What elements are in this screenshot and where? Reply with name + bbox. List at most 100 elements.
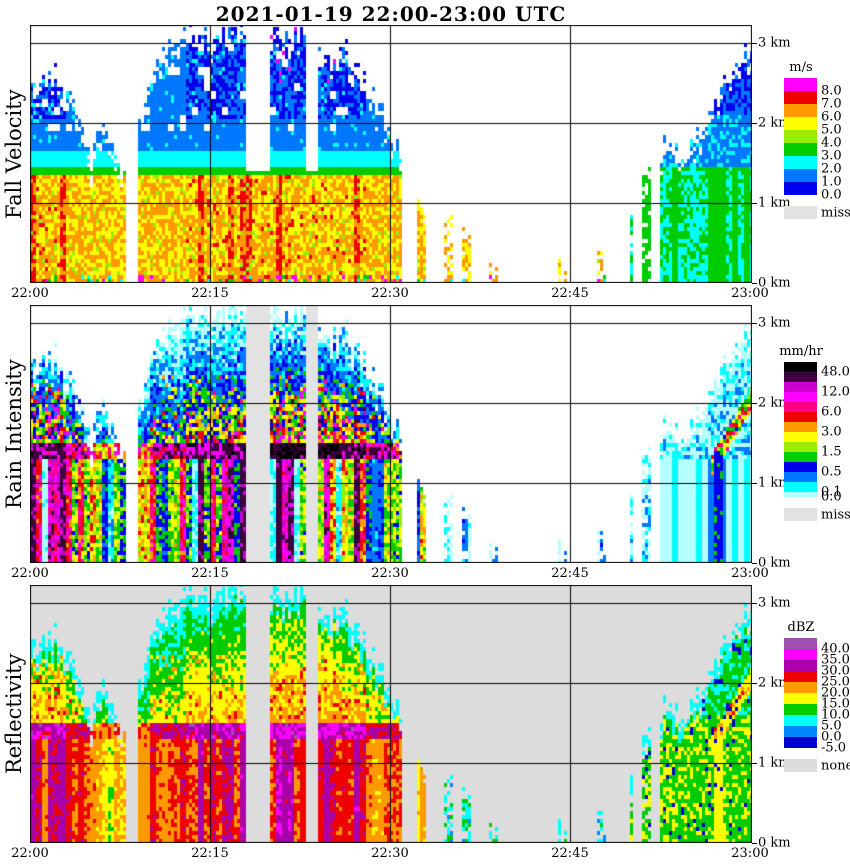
time-tick-label: 22:00 <box>11 286 49 301</box>
legend-swatch <box>784 715 817 726</box>
y-axis-title-fall-velocity: Fall Velocity <box>2 89 26 219</box>
km-tick <box>752 763 757 764</box>
legend-missing-label: miss <box>821 205 850 221</box>
plot-canvas-rain-intensity <box>30 305 752 563</box>
time-tick-label: 22:00 <box>11 566 49 581</box>
km-tick <box>752 483 757 484</box>
legend-swatch <box>784 169 817 182</box>
legend-label: 15.0 <box>821 696 850 712</box>
legend-label: 1.0 <box>821 174 842 190</box>
time-tick-label: 22:45 <box>551 846 589 861</box>
km-tick <box>752 563 757 564</box>
legend-label: 30.0 <box>821 663 850 679</box>
legend-label: 10.0 <box>821 707 850 723</box>
km-tick-label: 0 km <box>758 835 791 851</box>
km-tick-label: 2 km <box>758 115 791 131</box>
legend-swatch <box>784 182 817 195</box>
legend-swatch <box>784 442 817 452</box>
panel-fall-velocity <box>30 25 752 283</box>
plot-canvas-reflectivity <box>30 585 752 843</box>
legend-label: 5.0 <box>821 718 842 734</box>
legend-swatch <box>784 704 817 715</box>
legend-swatch <box>784 682 817 693</box>
legend-swatch <box>784 737 817 748</box>
legend-label: 0.5 <box>821 464 842 480</box>
km-tick-label: 3 km <box>758 315 791 331</box>
legend-swatch <box>784 156 817 169</box>
legend-swatch <box>784 372 817 382</box>
km-tick <box>752 603 757 604</box>
km-tick <box>752 323 757 324</box>
panel-rain-intensity <box>30 305 752 563</box>
time-tick-label: 22:30 <box>371 846 409 861</box>
time-tick-label: 22:00 <box>11 846 49 861</box>
legend-label: 12.0 <box>821 384 850 400</box>
legend-swatch <box>784 638 817 649</box>
legend-swatch <box>784 130 817 143</box>
km-tick <box>752 843 757 844</box>
legend-swatch <box>784 482 817 492</box>
time-tick-label: 23:00 <box>731 286 769 301</box>
legend-missing-label: none <box>821 758 850 774</box>
time-tick-label: 23:00 <box>731 846 769 861</box>
y-axis-title-rain-intensity: Rain Intensity <box>2 359 26 509</box>
legend-swatch <box>784 671 817 682</box>
legend-swatch <box>784 432 817 442</box>
plot-canvas-fall-velocity <box>30 25 752 283</box>
km-tick <box>752 283 757 284</box>
legend-label: 35.0 <box>821 652 850 668</box>
legend-label: 40.0 <box>821 641 850 657</box>
legend-swatch <box>784 412 817 422</box>
legend-label: 6.0 <box>821 109 842 125</box>
legend-label: 2.0 <box>821 161 842 177</box>
km-tick-label: 1 km <box>758 755 791 771</box>
legend-swatch <box>784 649 817 660</box>
legend-missing-swatch <box>784 759 817 772</box>
km-tick-label: 0 km <box>758 275 791 291</box>
legend-label: 0.0 <box>821 489 842 505</box>
legend-label: 3.0 <box>821 148 842 164</box>
km-tick-label: 1 km <box>758 195 791 211</box>
km-tick-label: 3 km <box>758 35 791 51</box>
km-tick-label: 0 km <box>758 555 791 571</box>
legend-swatch <box>784 91 817 104</box>
time-tick-label: 22:15 <box>191 286 229 301</box>
time-tick-label: 22:30 <box>371 566 409 581</box>
legend-label: 48.0 <box>821 364 850 380</box>
km-tick-label: 2 km <box>758 395 791 411</box>
time-tick-label: 22:15 <box>191 846 229 861</box>
legend-swatch <box>784 660 817 671</box>
legend-label: 5.0 <box>821 122 842 138</box>
legend-swatch <box>784 78 817 91</box>
km-tick-label: 2 km <box>758 675 791 691</box>
legend-label: 0.1 <box>821 484 842 500</box>
y-axis-title-reflectivity: Reflectivity <box>2 653 26 775</box>
legend-swatch <box>784 402 817 412</box>
legend-swatch <box>784 422 817 432</box>
legend-label: 20.0 <box>821 685 850 701</box>
legend-swatch <box>784 462 817 472</box>
legend-missing-label: miss <box>821 507 850 523</box>
legend-missing-swatch <box>784 508 817 521</box>
legend-swatch <box>784 143 817 156</box>
legend-swatch <box>784 362 817 372</box>
legend-label: 3.0 <box>821 424 842 440</box>
legend-swatch <box>784 117 817 130</box>
panel-reflectivity <box>30 585 752 843</box>
km-tick <box>752 43 757 44</box>
km-tick-label: 3 km <box>758 595 791 611</box>
legend-swatch <box>784 452 817 462</box>
legend-label: 1.5 <box>821 444 842 460</box>
legend-title-fall-velocity: m/s <box>789 60 813 75</box>
legend-swatch <box>784 382 817 392</box>
km-tick-label: 1 km <box>758 475 791 491</box>
legend-swatch <box>784 726 817 737</box>
legend-label: 0.0 <box>821 187 842 203</box>
km-tick <box>752 203 757 204</box>
legend-swatch <box>784 104 817 117</box>
legend-swatch <box>784 693 817 704</box>
page-title: 2021-01-19 22:00-23:00 UTC <box>215 2 567 26</box>
legend-label: 0.0 <box>821 729 842 745</box>
legend-label: 4.0 <box>821 135 842 151</box>
